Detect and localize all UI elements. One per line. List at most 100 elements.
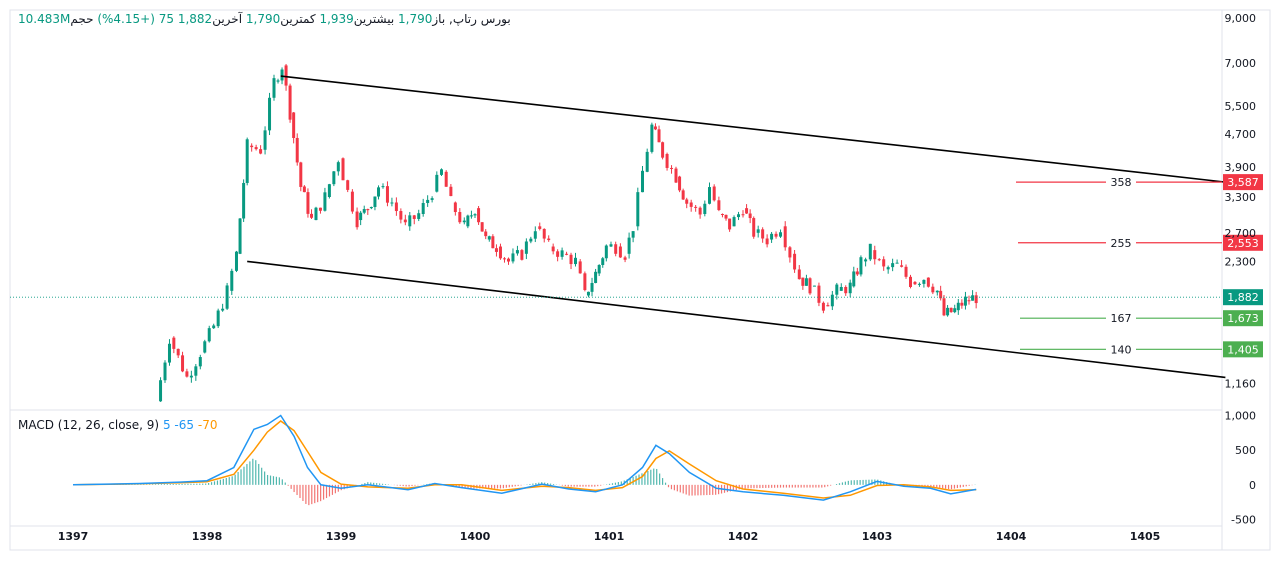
- price-tick-label: 2,300: [1225, 255, 1257, 268]
- candle-body: [804, 278, 808, 286]
- candle-body: [935, 290, 939, 293]
- level-badge: [1223, 174, 1263, 191]
- candle-body: [868, 243, 872, 260]
- candle-body: [641, 170, 644, 193]
- candle-body: [189, 375, 193, 378]
- candle-body: [280, 69, 284, 81]
- candle-body: [670, 167, 674, 169]
- level-badge: [1223, 310, 1263, 327]
- price-axis: 9,000 7,000 5,500 4,700 3,900 3,300 2,700 2,300…: [1225, 12, 1257, 391]
- candle-body: [645, 151, 649, 172]
- candle-body: [712, 186, 716, 201]
- candle-body: [341, 158, 345, 181]
- candle-body: [551, 246, 555, 252]
- candle-body: [507, 258, 510, 262]
- candle-body: [974, 295, 978, 304]
- candle-body: [502, 258, 506, 260]
- candle-body: [417, 213, 421, 219]
- candle-body: [336, 162, 340, 172]
- volume-label: حجم: [70, 12, 94, 26]
- candle-body: [694, 206, 698, 208]
- candle-body: [698, 207, 702, 215]
- candle-body: [295, 137, 299, 163]
- trendline-upper: [280, 75, 1226, 183]
- candle-body: [835, 284, 839, 295]
- candle-body: [830, 294, 834, 307]
- symbol-label: رتاپ,: [449, 12, 477, 26]
- candle-body: [594, 271, 598, 283]
- candle-body: [956, 302, 960, 311]
- macd-title: MACD (12, 26, close, 9): [18, 418, 160, 432]
- candle-body: [942, 298, 946, 316]
- candle-body: [565, 253, 569, 255]
- candle-body: [469, 215, 473, 217]
- candle-body: [855, 271, 859, 275]
- close-label: آخرین: [212, 12, 243, 26]
- candle-body: [230, 270, 234, 291]
- candle-body: [895, 262, 899, 264]
- candle-body: [292, 112, 296, 138]
- candle-body: [207, 328, 211, 342]
- candle-body: [601, 258, 605, 265]
- candle-body: [484, 231, 488, 237]
- candle-body: [511, 253, 515, 262]
- price-tick-label: 2,700: [1225, 227, 1257, 240]
- time-tick-label: 1401: [594, 530, 625, 543]
- candle-body: [971, 295, 975, 301]
- level-label-bg: [1106, 175, 1136, 190]
- candle-body: [963, 296, 967, 306]
- candle-body: [412, 215, 416, 219]
- candle-body: [627, 237, 631, 254]
- open-value: 1,790: [398, 12, 433, 26]
- last-price-layer: 1,882: [10, 289, 1263, 306]
- candle-body: [449, 186, 453, 197]
- candle-body: [931, 286, 935, 293]
- candle-body: [590, 282, 594, 292]
- candle-body: [306, 192, 310, 214]
- candle-body: [900, 265, 904, 267]
- candle-body: [462, 220, 466, 223]
- candle-body: [299, 162, 303, 187]
- candle-body: [665, 153, 669, 168]
- candle-body: [390, 202, 394, 204]
- candle-body: [597, 264, 601, 274]
- macd-histogram-value: 5: [162, 418, 171, 432]
- time-tick-label: 1399: [326, 530, 357, 543]
- candle-body: [346, 180, 350, 190]
- candle-body: [494, 248, 498, 252]
- candle-body: [355, 211, 359, 228]
- ohlc-legend: بورس رتاپ, باز1,790 بیشترین1,939 کمترین1…: [18, 12, 511, 26]
- price-tick-label: 4,700: [1225, 128, 1257, 141]
- candle-body: [250, 145, 254, 148]
- price-tick-label: 5,500: [1225, 100, 1257, 113]
- price-tick-label: 7,000: [1225, 57, 1257, 70]
- candle-body: [681, 190, 685, 200]
- candle-body: [377, 187, 381, 197]
- candle-body: [323, 192, 327, 211]
- candle-body: [839, 286, 843, 291]
- candle-body: [254, 147, 258, 150]
- candle-body: [430, 198, 434, 200]
- candle-body: [362, 209, 366, 213]
- candle-body: [779, 232, 783, 237]
- candle-body: [538, 226, 542, 229]
- candle-body: [272, 78, 276, 98]
- candle-body: [159, 380, 163, 402]
- candle-body: [946, 307, 950, 316]
- candle-body: [194, 366, 198, 376]
- level-label: 255: [1111, 237, 1132, 250]
- candle-body: [741, 214, 745, 216]
- candle-body: [685, 199, 689, 204]
- candles-layer: [159, 63, 978, 402]
- levels-layer: 358 3,587 255 2,553 167 1,673 140 1,405: [1016, 174, 1263, 358]
- candle-body: [926, 277, 930, 287]
- candle-body: [732, 217, 736, 227]
- candle-body: [327, 184, 331, 197]
- candle-body: [242, 182, 246, 219]
- level-badge-label: 1,405: [1227, 343, 1259, 356]
- candle-body: [793, 253, 797, 270]
- level-badge-label: 3,587: [1227, 176, 1259, 189]
- candle-body: [765, 238, 769, 245]
- candle-body: [318, 207, 322, 211]
